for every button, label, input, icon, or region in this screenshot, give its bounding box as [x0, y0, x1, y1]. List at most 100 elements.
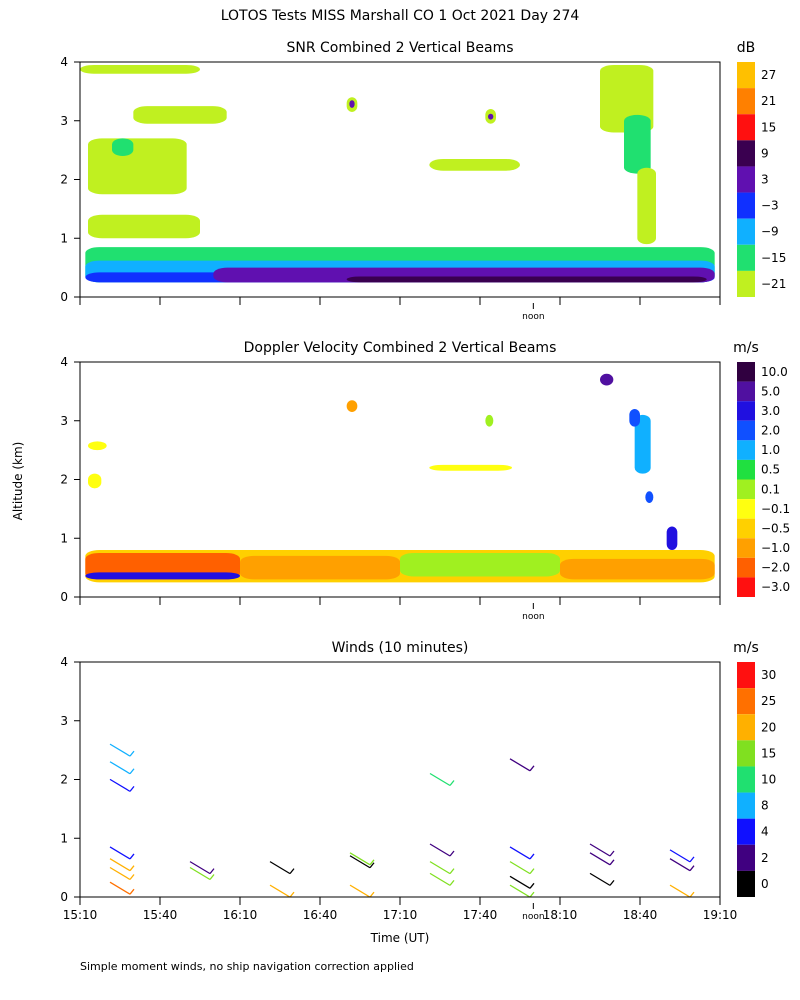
colorbar-label: 8	[761, 799, 769, 813]
heatmap-cell	[666, 526, 678, 550]
colorbar-label: −1.0	[761, 541, 790, 555]
plot-area	[85, 373, 715, 583]
wind-barb-flag	[289, 891, 295, 898]
colorbar-segment	[737, 459, 755, 480]
snr-panel: SNR Combined 2 Vertical Beams dB 0 1 2 3 4 noon…	[60, 40, 786, 322]
wind-barb-flag	[129, 888, 135, 895]
wind-barb-flag	[529, 882, 535, 889]
wind-barb	[269, 884, 291, 898]
heatmap-cell	[346, 276, 707, 283]
wind-barb-flag	[529, 765, 535, 772]
noon-label: noon	[522, 912, 544, 922]
heatmap-cell	[629, 409, 640, 427]
colorbar-segment	[737, 244, 755, 271]
y-axis-label: Altitude (km)	[11, 442, 25, 521]
heatmap-cell	[624, 114, 651, 174]
colorbar-label: −2.0	[761, 561, 790, 575]
x-tick-label: 17:10	[383, 908, 418, 922]
wind-barb-flag	[129, 853, 135, 860]
colorbar-segment	[737, 420, 755, 441]
x-tick-label: 18:40	[623, 908, 658, 922]
wind-barb	[109, 761, 131, 775]
wind-barb	[349, 855, 371, 869]
footnote: Simple moment winds, no ship navigation …	[80, 960, 414, 973]
wind-barb	[589, 843, 611, 857]
colorbar-label: 2	[761, 851, 769, 865]
colorbar-segment	[737, 440, 755, 460]
y-tick-label: 1	[60, 231, 68, 245]
winds-panel: Winds (10 minutes) m/s 0 1 2 3 4 15:10 15:40 16:1…	[60, 640, 776, 922]
wind-barb	[429, 861, 451, 875]
wind-barb	[269, 861, 291, 875]
colorbar-label: −3	[761, 199, 779, 213]
wind-barb-flag	[209, 868, 215, 875]
y-tick-label: 0	[60, 890, 68, 904]
colorbar-label: 10	[761, 773, 776, 787]
y-tick-label: 3	[60, 414, 68, 428]
heatmap-cell	[88, 441, 107, 451]
colorbar-label: 15	[761, 120, 776, 134]
wind-barb-flag	[529, 853, 535, 860]
y-tick-label: 1	[60, 531, 68, 545]
colorbar-segment	[737, 844, 755, 871]
heatmap-cell	[349, 100, 355, 108]
wind-barb-flag	[449, 850, 455, 857]
heatmap-cell	[634, 414, 651, 474]
colorbar-label: 25	[761, 694, 776, 708]
x-tick-label: 17:40	[463, 908, 498, 922]
panel-title: Winds (10 minutes)	[332, 640, 469, 656]
y-tick-label: 3	[60, 114, 68, 128]
noon-label: noon	[522, 312, 544, 322]
wind-barb	[109, 858, 131, 872]
wind-barb	[109, 846, 131, 860]
colorbar-label: −21	[761, 277, 786, 291]
wind-barb-flag	[609, 859, 615, 866]
wind-barb	[429, 843, 451, 857]
colorbar-label: −0.5	[761, 521, 790, 535]
wind-barb-flag	[369, 862, 375, 869]
colorbar-label: −9	[761, 225, 779, 239]
wind-barb	[509, 758, 531, 772]
wind-barb-flag	[449, 780, 455, 786]
colorbar-label: 27	[761, 68, 776, 82]
wind-barb	[349, 852, 371, 866]
wind-barb-flag	[689, 865, 695, 872]
heatmap-cell	[560, 558, 715, 580]
plot-frame	[79, 661, 721, 898]
heatmap-cell	[88, 138, 187, 195]
heatmap-cell	[80, 64, 200, 74]
noon-label: noon	[522, 612, 544, 622]
wind-barb	[109, 881, 131, 895]
colorbar-label: 2.0	[761, 424, 780, 438]
colorbar-segment	[737, 381, 755, 402]
wind-barb	[509, 846, 531, 860]
wind-barb-flag	[129, 750, 135, 757]
wind-barb-flag	[369, 859, 375, 866]
wind-barb	[109, 866, 131, 881]
colorbar-label: 9	[761, 146, 769, 160]
x-tick-label: 16:10	[223, 908, 258, 922]
wind-barb	[189, 866, 211, 881]
x-axis-label: Time (UT)	[370, 931, 430, 945]
wind-barb-flag	[609, 850, 615, 857]
colorbar-unit: m/s	[733, 640, 759, 656]
colorbar-segment	[737, 557, 755, 578]
panel-title: Doppler Velocity Combined 2 Vertical Bea…	[244, 340, 557, 356]
wind-barb-flag	[609, 879, 615, 886]
colorbar-segment	[737, 870, 755, 897]
heatmap-cell	[645, 491, 654, 503]
y-tick-label: 0	[60, 590, 68, 604]
heatmap-cell	[85, 572, 240, 580]
plot-area	[80, 64, 715, 283]
colorbar-label: 0	[761, 877, 769, 891]
wind-barb-flag	[209, 874, 215, 880]
panel-title: SNR Combined 2 Vertical Beams	[286, 40, 513, 56]
heatmap-cell	[346, 400, 358, 412]
y-tick-label: 4	[60, 355, 68, 369]
wind-barb-flag	[449, 879, 455, 886]
y-tick-label: 0	[60, 290, 68, 304]
x-tick-label: 19:10	[703, 908, 738, 922]
wind-barb	[109, 743, 131, 757]
wind-barb-flag	[129, 874, 135, 880]
